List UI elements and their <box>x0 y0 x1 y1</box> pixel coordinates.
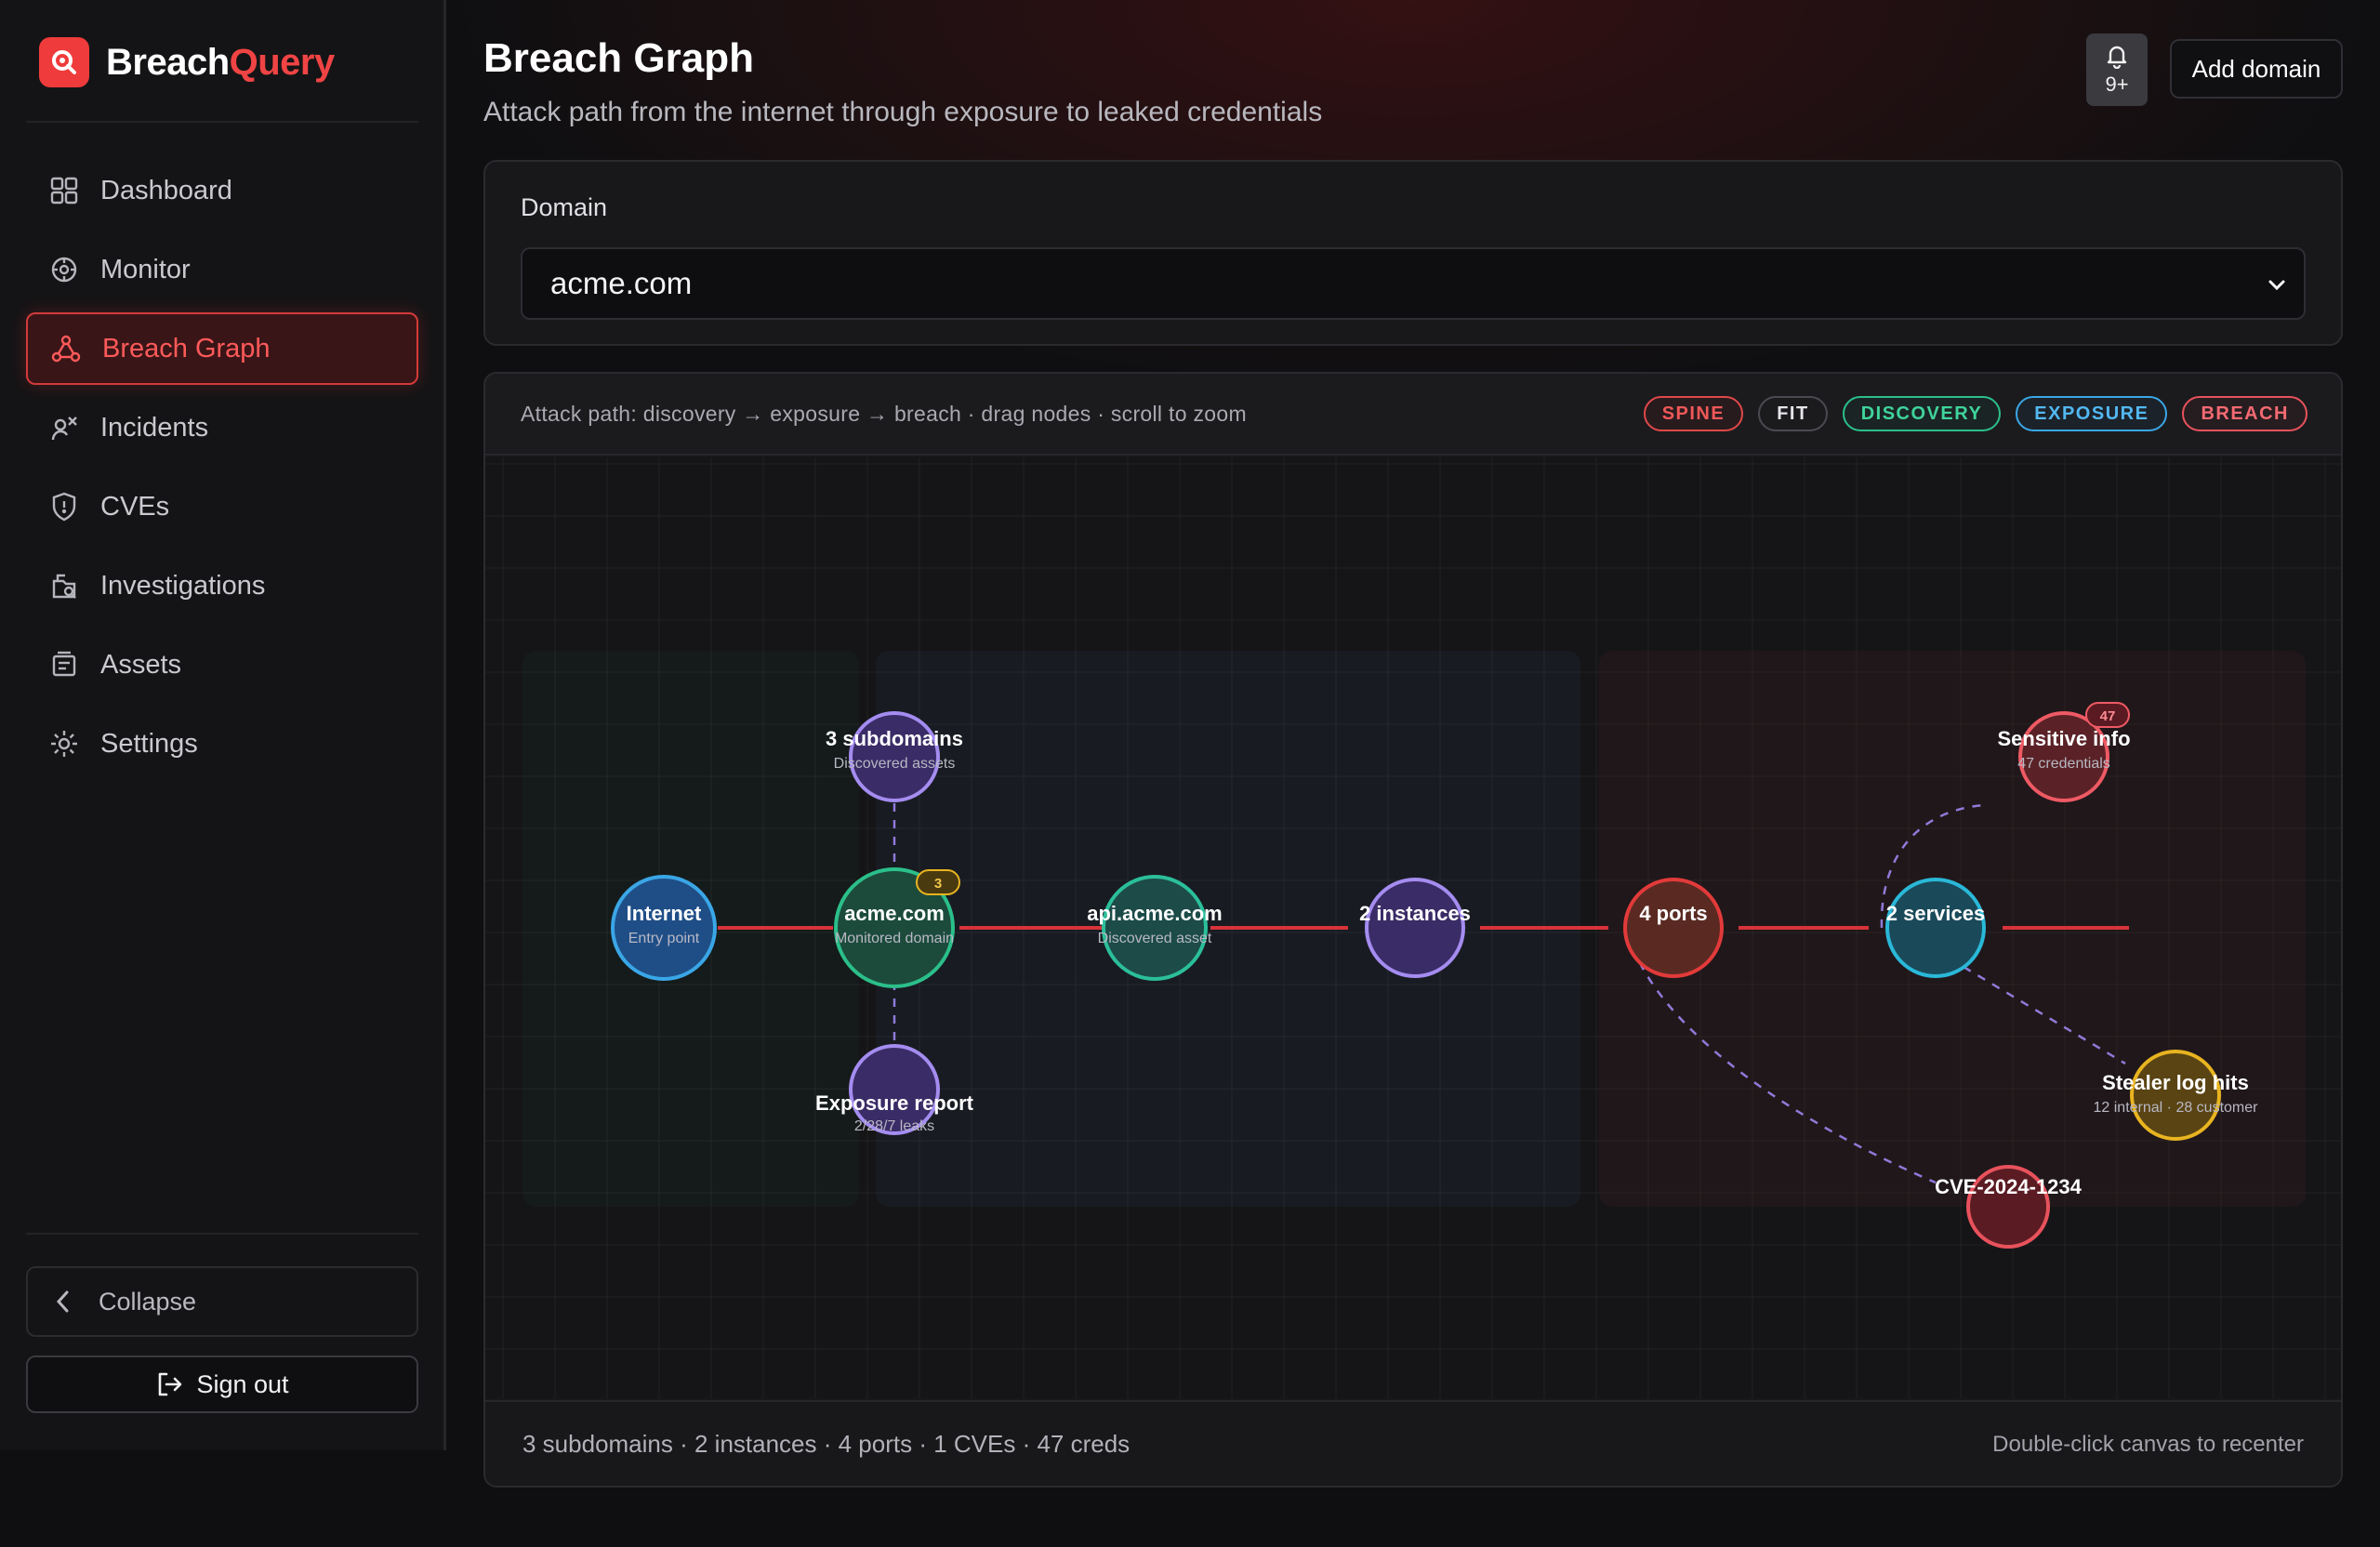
notification-count: 9+ <box>2105 73 2129 96</box>
brand-logo-icon <box>39 37 89 87</box>
sidebar-item-label: Incidents <box>100 412 209 443</box>
node-title: 4 ports <box>1639 902 1707 925</box>
page-subtitle: Attack path from the internet through ex… <box>483 97 1323 127</box>
sidebar: BreachQuery Dashboard Monitor Breach Gra… <box>0 0 446 1450</box>
node-title: acme.com <box>844 902 945 925</box>
notifications-button[interactable]: 9+ <box>2086 33 2148 106</box>
pill-spine[interactable]: SPINE <box>1643 396 1744 431</box>
svg-text:47: 47 <box>2100 708 2116 724</box>
investigations-icon <box>52 574 76 599</box>
sidebar-item-dashboard[interactable]: Dashboard <box>26 154 418 227</box>
node-title: Sensitive info <box>1997 727 2130 750</box>
sidebar-item-label: Breach Graph <box>102 333 271 364</box>
shield-icon <box>52 492 76 522</box>
node-title: 2 instances <box>1359 902 1471 925</box>
node-acme-domain[interactable]: acme.com Monitored domain 3 <box>834 867 960 988</box>
graph-icon <box>51 335 81 363</box>
node-subtitle: Discovered asset <box>1098 931 1212 946</box>
brand-logo[interactable]: BreachQuery <box>39 37 335 87</box>
sidebar-item-label: Settings <box>100 728 198 759</box>
sidebar-item-label: Monitor <box>100 254 191 284</box>
dashboard-icon <box>50 177 78 205</box>
edge-ports-cve <box>1625 931 1937 1184</box>
node-exposure-report[interactable]: Exposure report 2/28/7 leaks <box>815 1044 974 1135</box>
node-api-asset[interactable]: api.acme.com Discovered asset <box>1087 875 1223 981</box>
graph-hint: Attack path: discovery → exposure → brea… <box>521 402 1247 426</box>
node-title: 3 subdomains <box>826 727 963 750</box>
node-subtitle: 47 credentials <box>2017 756 2110 772</box>
node-cve[interactable]: CVE-2024-1234 <box>1935 1165 2082 1249</box>
sign-out-button[interactable]: Sign out <box>26 1355 418 1413</box>
domain-card: Domain acme.com <box>483 160 2343 346</box>
pill-breach[interactable]: BREACH <box>2182 396 2307 431</box>
brand-name: BreachQuery <box>106 41 335 83</box>
sidebar-divider <box>26 1233 418 1235</box>
chevron-down-icon <box>2268 280 2285 291</box>
gear-icon <box>51 731 77 757</box>
graph-canvas[interactable]: Internet Entry point acme.com Monitored … <box>485 457 2341 1398</box>
collapse-label: Collapse <box>99 1287 197 1316</box>
edge-services-sensitive <box>1880 803 1985 929</box>
node-title: Exposure report <box>815 1091 974 1115</box>
edge-services-stealer <box>1963 965 2126 1065</box>
node-title: api.acme.com <box>1087 902 1223 925</box>
graph-header: Attack path: discovery → exposure → brea… <box>485 374 2341 456</box>
page-title: Breach Graph <box>483 35 754 81</box>
graph-stats: 3 subdomains · 2 instances · 4 ports · 1… <box>522 1430 1130 1458</box>
sign-out-icon <box>159 1372 182 1396</box>
pill-exposure[interactable]: EXPOSURE <box>2016 396 2168 431</box>
incidents-icon <box>51 416 77 441</box>
sidebar-item-investigations[interactable]: Investigations <box>26 549 418 622</box>
sidebar-item-cves[interactable]: CVEs <box>26 470 418 543</box>
node-subtitle: 2/28/7 leaks <box>854 1118 934 1134</box>
recenter-hint: Double-click canvas to recenter <box>1992 1432 2304 1457</box>
domain-label: Domain <box>521 193 608 221</box>
node-sensitive-info[interactable]: Sensitive info 47 credentials 47 <box>1997 702 2131 802</box>
node-title: CVE-2024-1234 <box>1935 1175 2082 1198</box>
sidebar-item-settings[interactable]: Settings <box>26 707 418 780</box>
sidebar-item-monitor[interactable]: Monitor <box>26 233 418 306</box>
graph-footer: 3 subdomains · 2 instances · 4 ports · 1… <box>485 1400 2341 1486</box>
node-stealer-log[interactable]: Stealer log hits 12 internal · 28 custom… <box>2094 1050 2259 1141</box>
sidebar-item-label: CVEs <box>100 491 170 522</box>
assets-icon <box>52 651 76 677</box>
sidebar-item-incidents[interactable]: Incidents <box>26 391 418 464</box>
node-subtitle: 12 internal · 28 customer <box>2094 1100 2259 1116</box>
node-subtitle: Monitored domain <box>835 931 954 946</box>
sign-out-label: Sign out <box>196 1369 289 1398</box>
node-title: 2 services <box>1886 902 1985 925</box>
node-ports[interactable]: 4 ports <box>1623 878 1724 978</box>
sidebar-item-assets[interactable]: Assets <box>26 628 418 701</box>
node-internet[interactable]: Internet Entry point <box>611 875 717 981</box>
collapse-button[interactable]: Collapse <box>26 1266 418 1337</box>
node-badge: 3 <box>916 869 960 895</box>
monitor-icon <box>51 257 77 283</box>
sidebar-nav: Dashboard Monitor Breach Graph Incidents <box>26 154 418 787</box>
node-badge: 47 <box>2085 702 2130 728</box>
sidebar-item-label: Investigations <box>100 570 266 601</box>
sidebar-item-label: Assets <box>100 649 182 680</box>
domain-select-value: acme.com <box>550 266 693 300</box>
node-subtitle: Entry point <box>628 931 700 946</box>
add-domain-button[interactable]: Add domain <box>2170 39 2343 99</box>
pill-fit[interactable]: FIT <box>1758 396 1828 431</box>
node-title: Internet <box>627 902 702 925</box>
node-instances[interactable]: 2 instances <box>1359 878 1471 978</box>
chevron-left-icon <box>56 1290 69 1313</box>
sidebar-divider <box>26 121 418 123</box>
node-services[interactable]: 2 services <box>1885 878 1986 978</box>
node-title: Stealer log hits <box>2102 1071 2249 1094</box>
sidebar-item-breach-graph[interactable]: Breach Graph <box>26 312 418 385</box>
graph-filter-pills: SPINE FIT DISCOVERY EXPOSURE BREACH <box>1629 396 2307 431</box>
domain-select[interactable]: acme.com <box>521 247 2306 320</box>
svg-text:3: 3 <box>934 876 942 892</box>
sidebar-item-label: Dashboard <box>100 175 232 205</box>
pill-discovery[interactable]: DISCOVERY <box>1842 396 2002 431</box>
graph-card: Attack path: discovery → exposure → brea… <box>483 372 2343 1488</box>
bell-icon <box>2107 46 2127 69</box>
node-subdomains[interactable]: 3 subdomains Discovered assets <box>826 711 963 802</box>
node-subtitle: Discovered assets <box>834 756 956 772</box>
